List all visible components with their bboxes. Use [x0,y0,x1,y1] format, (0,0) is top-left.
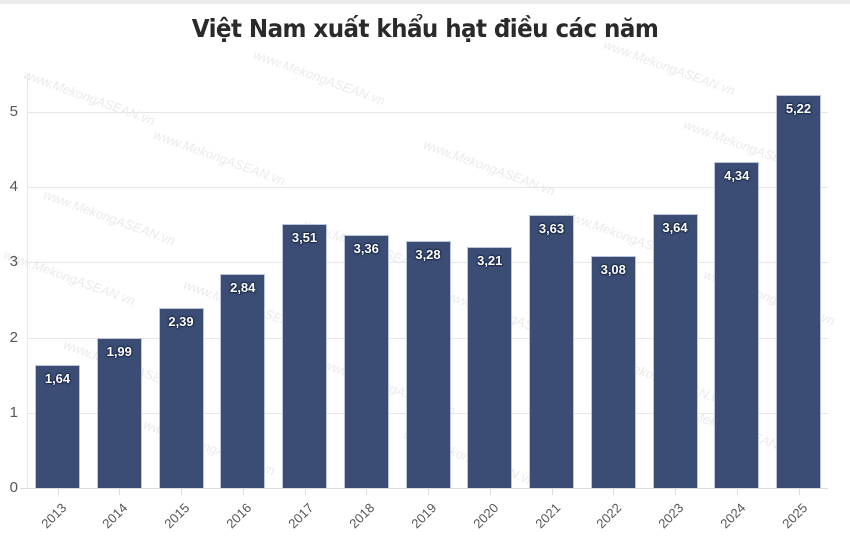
x-axis-tick-label: 2020 [469,500,502,532]
x-axis-tick [304,489,306,495]
x-axis-tick [242,489,244,495]
x-axis-tick-label: 2013 [37,500,69,532]
bar-value-label: 3,64 [662,220,688,236]
y-axis-tick-label: 3 [9,253,18,271]
bar-2022 [590,256,636,488]
y-axis-tick-label: 5 [9,103,18,120]
y-axis-line [27,74,28,489]
x-axis-tick [551,489,553,495]
x-axis-tick-label: 2015 [161,500,193,532]
watermark-text: www.MekongASEAN.vn [1,246,138,309]
x-axis-tick [736,489,738,495]
bar-2014 [96,338,142,488]
bar-2015 [158,308,204,488]
x-axis-tick-label: 2014 [99,500,131,532]
bar-value-label: 1,64 [44,370,71,386]
gridline [28,187,828,189]
bar-2019 [405,241,451,488]
bar-2025 [776,95,821,488]
watermark-text: www.MekongASEAN.vn [41,186,178,249]
watermark-text: www.MekongASEAN.vn [151,126,288,189]
bar-2018 [343,235,389,488]
x-axis-tick [428,489,429,495]
watermark-text: www.MekongASEAN.vn [21,66,158,129]
watermark-text: www.MekongASEAN.vn [251,46,388,109]
x-axis-tick-label: 2022 [593,500,625,532]
bar-2020 [467,246,513,488]
gridline [28,112,828,113]
top-border [0,0,850,4]
x-axis-tick [489,489,491,495]
bar-value-label: 3,21 [477,252,503,268]
bar-value-label: 3,63 [538,221,565,237]
bar-2021 [529,215,574,488]
x-axis-tick-label: 2019 [408,500,440,532]
x-axis-tick-label: 2023 [655,500,687,532]
bar-2017 [282,224,327,488]
y-axis-tick-label: 0 [9,479,18,496]
bar-value-label: 3,08 [600,262,626,278]
bar-value-label: 3,28 [415,247,441,263]
y-axis-tick-label: 1 [9,403,18,421]
x-axis-tick-label: 2016 [222,500,255,532]
bar-2016 [220,274,266,488]
bar-value-label: 1,99 [106,344,132,360]
bar-2024 [714,161,760,488]
x-axis-tick-label: 2021 [531,500,563,532]
bar-value-label: 2,39 [168,314,194,330]
x-axis-tick-label: 2024 [716,500,749,532]
watermark-text: www.MekongASEAN.vn [601,36,738,99]
bar-value-label: 3,36 [353,241,379,257]
bar-value-label: 2,84 [230,280,256,296]
x-axis-tick [675,489,676,495]
x-axis-tick [57,489,59,495]
x-axis-tick [613,489,615,495]
x-axis-tick [181,489,182,495]
bar-value-label: 4,34 [724,167,750,183]
y-axis-tick-label: 2 [9,328,18,346]
x-axis-tick [119,489,121,495]
chart-title: Việt Nam xuất khẩu hạt điều các năm [191,14,659,43]
x-axis-tick-label: 2018 [346,500,378,532]
x-axis-tick [366,489,368,495]
x-axis-tick-label: 2017 [284,500,316,532]
bar-value-label: 5,22 [785,101,812,117]
bar-2013 [35,364,80,488]
bar-2023 [652,214,698,488]
x-axis-tick [798,489,800,495]
x-axis-tick-label: 2025 [778,500,810,532]
y-axis-tick-label: 4 [9,178,18,196]
x-axis-line [20,488,828,489]
watermark-text: www.MekongASEAN.vn [421,136,558,199]
bar-value-label: 3,51 [291,230,318,246]
